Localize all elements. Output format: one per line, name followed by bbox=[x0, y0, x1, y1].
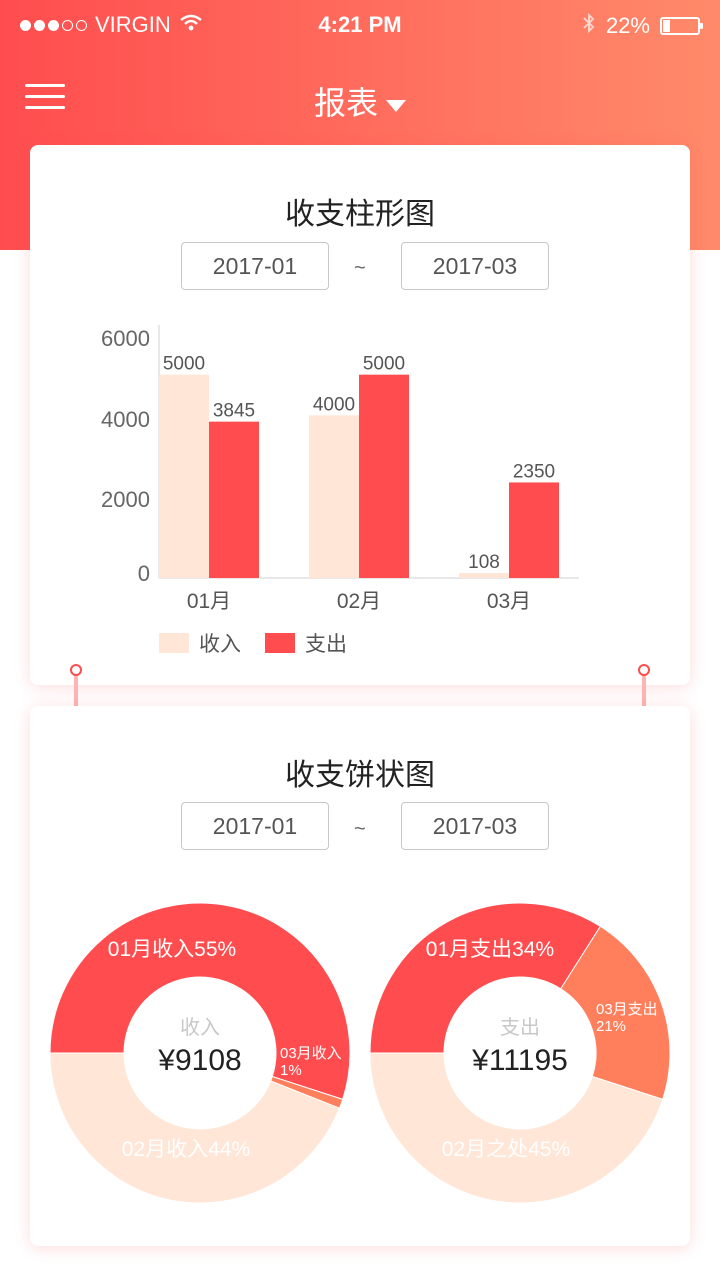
income-donut-label: 收入 bbox=[180, 1017, 220, 1039]
pie-date-from[interactable]: 2017-01 bbox=[181, 802, 329, 850]
card-connector-left bbox=[74, 672, 78, 720]
bar-value-label: 2350 bbox=[513, 461, 555, 482]
bar-value-label: 108 bbox=[468, 552, 500, 573]
expense-bar bbox=[509, 482, 559, 578]
y-tick-label: 6000 bbox=[101, 326, 150, 351]
battery-percent: 22% bbox=[605, 13, 650, 38]
signal-strength-icon bbox=[20, 19, 87, 31]
status-bar: VIRGIN 4:21 PM 22% bbox=[0, 0, 720, 52]
x-category-label: 03月 bbox=[487, 590, 531, 613]
expense-donut-slice-label: 02月之处45% bbox=[442, 1138, 570, 1161]
bar-date-separator: ~ bbox=[354, 257, 366, 279]
expense-donut-slice-label: 21% bbox=[596, 1018, 626, 1035]
y-tick-label: 2000 bbox=[101, 487, 150, 512]
legend-income-label: 收入 bbox=[199, 633, 241, 656]
status-right: 22% bbox=[582, 12, 703, 40]
bar-card-title: 收支柱形图 bbox=[285, 198, 435, 231]
expense-bar bbox=[209, 421, 259, 578]
expense-donut-slice-label: 03月支出 bbox=[596, 1001, 658, 1018]
hamburger-menu-icon[interactable] bbox=[25, 84, 65, 112]
income-donut-slice-label: 01月收入55% bbox=[108, 938, 236, 961]
legend-expense-label: 支出 bbox=[305, 633, 347, 656]
pie-date-to[interactable]: 2017-03 bbox=[401, 802, 549, 850]
income-bar bbox=[459, 573, 509, 578]
card-connector-right bbox=[642, 672, 646, 720]
status-time: 4:21 PM bbox=[318, 12, 402, 37]
bar-date-from[interactable]: 2017-01 bbox=[181, 242, 329, 290]
income-donut-slice-label: 03月收入 bbox=[280, 1045, 342, 1062]
page-title: 报表 bbox=[313, 85, 378, 121]
pie-date-separator: ~ bbox=[354, 818, 366, 840]
expense-donut-center: 支出 ¥11195 bbox=[445, 1011, 595, 1078]
connector-ring bbox=[70, 664, 82, 676]
income-donut-slice-label: 02月收入44% bbox=[122, 1138, 250, 1161]
x-category-label: 01月 bbox=[187, 590, 231, 613]
wifi-icon bbox=[179, 12, 203, 38]
status-left: VIRGIN bbox=[20, 12, 203, 38]
income-donut-center: 收入 ¥9108 bbox=[125, 1011, 275, 1078]
bluetooth-icon bbox=[582, 12, 596, 40]
x-category-label: 02月 bbox=[337, 590, 381, 613]
expense-bar bbox=[359, 374, 409, 578]
bar-value-label: 4000 bbox=[313, 394, 355, 415]
income-bar bbox=[309, 415, 359, 578]
pie-chart-card: 收支饼状图 2017-01 ~ 2017-03 01月收入55% 03月收入 1% 0… bbox=[30, 706, 690, 1246]
battery-icon bbox=[660, 17, 703, 35]
bar-value-label: 5000 bbox=[363, 354, 405, 375]
expense-donut-hole bbox=[444, 977, 596, 1129]
carrier-name: VIRGIN bbox=[95, 12, 171, 37]
y-tick-label: 4000 bbox=[101, 407, 150, 432]
expense-donut-total: ¥11195 bbox=[472, 1044, 568, 1077]
expense-donut-slice-label: 01月支出34% bbox=[426, 938, 554, 961]
legend-income-swatch bbox=[159, 633, 189, 653]
income-donut-slice-label: 1% bbox=[280, 1062, 302, 1079]
nav-bar: 报表 bbox=[0, 70, 720, 126]
expense-donut-label: 支出 bbox=[500, 1017, 540, 1039]
caret-down-icon bbox=[386, 99, 406, 112]
income-bar bbox=[159, 374, 209, 578]
bar-value-label: 3845 bbox=[213, 401, 255, 422]
y-tick-label: 0 bbox=[138, 561, 150, 586]
bar-chart-card: 收支柱形图 2017-01 ~ 2017-03 6000 4000 2000 0 500… bbox=[30, 145, 690, 685]
bar-date-to[interactable]: 2017-03 bbox=[401, 242, 549, 290]
legend-expense-swatch bbox=[265, 633, 295, 653]
income-donut-hole bbox=[124, 977, 276, 1129]
bar-legend: 收入 支出 bbox=[159, 628, 347, 658]
income-donut-total: ¥9108 bbox=[158, 1044, 242, 1077]
pie-card-title: 收支饼状图 bbox=[285, 759, 435, 792]
report-title-dropdown[interactable]: 报表 bbox=[0, 78, 720, 124]
connector-ring bbox=[638, 664, 650, 676]
bar-value-label: 5000 bbox=[163, 354, 205, 375]
bar-chart: 6000 4000 2000 0 5000 3845 01月 4000 5000 02月 108 23… bbox=[101, 325, 579, 613]
